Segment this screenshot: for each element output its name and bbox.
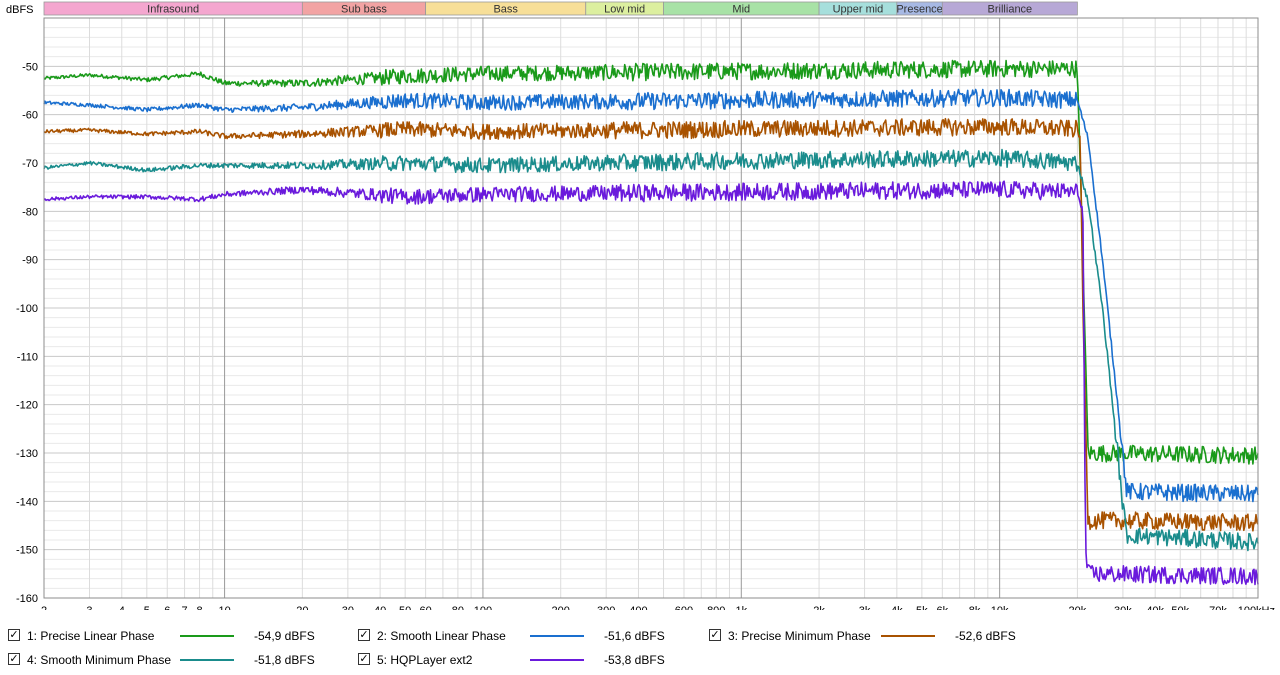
x-tick-label: 60 bbox=[419, 605, 431, 610]
y-tick-label: -70 bbox=[22, 158, 38, 170]
y-tick-label: -160 bbox=[16, 593, 38, 605]
x-tick-label: 3k bbox=[859, 605, 871, 610]
x-tick-label: 800 bbox=[707, 605, 725, 610]
x-tick-label: 300 bbox=[597, 605, 615, 610]
plot-frame bbox=[43, 17, 1259, 599]
band-label: Infrasound bbox=[147, 4, 199, 16]
x-tick-label: 40k bbox=[1146, 605, 1164, 610]
y-tick-label: -60 bbox=[22, 110, 38, 122]
series-line bbox=[43, 59, 1259, 465]
spectrum-chart: Infrasound Sub bass Bass Low mid Mid Upper mi… bbox=[6, 1, 1275, 610]
x-tick-label: 100kHz bbox=[1238, 605, 1275, 610]
x-tick-label: 3 bbox=[86, 605, 92, 610]
legend-swatch bbox=[881, 635, 935, 637]
x-tick-label: 50k bbox=[1171, 605, 1189, 610]
y-tick-label: -50 bbox=[22, 61, 38, 73]
x-tick-label: 2k bbox=[813, 605, 825, 610]
band-label: Bass bbox=[493, 4, 518, 16]
x-tick-label: 6k bbox=[937, 605, 949, 610]
legend-label: 5: HQPLayer ext2 bbox=[377, 653, 473, 667]
band-label: Brilliance bbox=[988, 4, 1033, 16]
series-lines bbox=[43, 59, 1259, 586]
y-tick-label: -140 bbox=[16, 496, 38, 508]
y-axis-label: dBFS bbox=[6, 4, 34, 16]
x-tick-label: 8 bbox=[196, 605, 202, 610]
legend-label: 3: Precise Minimum Phase bbox=[728, 629, 871, 643]
y-tick-label: -100 bbox=[16, 303, 38, 315]
x-tick-label: 4k bbox=[891, 605, 903, 610]
series-line bbox=[43, 180, 1259, 586]
x-tick-label: 400 bbox=[629, 605, 647, 610]
band-label: Presence bbox=[896, 4, 942, 16]
checkbox-checked-icon[interactable]: ✓ bbox=[8, 652, 20, 665]
x-tick-label: 8k bbox=[969, 605, 981, 610]
y-tick-label: -90 bbox=[22, 255, 38, 267]
x-tick-label: 10 bbox=[218, 605, 230, 610]
legend-swatch bbox=[180, 635, 234, 637]
x-tick-label: 20 bbox=[296, 605, 308, 610]
band-label: Low mid bbox=[604, 4, 645, 16]
x-tick-label: 20k bbox=[1069, 605, 1087, 610]
band-label: Sub bass bbox=[341, 4, 387, 16]
legend-swatch bbox=[180, 659, 234, 661]
y-tick-label: -80 bbox=[22, 206, 38, 218]
x-tick-label: 600 bbox=[675, 605, 693, 610]
legend-value: -51,6 dBFS bbox=[604, 629, 665, 643]
checkbox-checked-icon[interactable]: ✓ bbox=[358, 628, 370, 641]
x-tick-label: 40 bbox=[374, 605, 386, 610]
x-tick-label: 5k bbox=[916, 605, 928, 610]
legend-value: -53,8 dBFS bbox=[604, 653, 665, 667]
y-axis: -50 -60 -70 -80 -90 -100 -110 -120 -130 -140 -150 -… bbox=[16, 61, 38, 605]
x-tick-label: 6 bbox=[164, 605, 170, 610]
legend-label: 2: Smooth Linear Phase bbox=[377, 629, 506, 643]
frequency-band-bar: Infrasound Sub bass Bass Low mid Mid Upper mi… bbox=[43, 1, 1078, 16]
y-tick-label: -150 bbox=[16, 545, 38, 557]
legend-label: 1: Precise Linear Phase bbox=[27, 629, 155, 643]
band-segment bbox=[941, 1, 1078, 16]
x-tick-label: 70k bbox=[1209, 605, 1227, 610]
series-line bbox=[43, 88, 1259, 503]
band-label: Upper mid bbox=[833, 4, 884, 16]
x-tick-label: 30k bbox=[1114, 605, 1132, 610]
x-tick-label: 80 bbox=[452, 605, 464, 610]
series-line bbox=[43, 117, 1259, 532]
legend-value: -51,8 dBFS bbox=[254, 653, 315, 667]
x-tick-label: 4 bbox=[119, 605, 125, 610]
x-tick-label: 10k bbox=[991, 605, 1009, 610]
x-tick-label: 50 bbox=[399, 605, 411, 610]
x-tick-label: 30 bbox=[342, 605, 354, 610]
checkbox-checked-icon[interactable]: ✓ bbox=[358, 652, 370, 665]
series-line bbox=[43, 148, 1259, 552]
legend-label: 4: Smooth Minimum Phase bbox=[27, 653, 172, 667]
x-axis: 2 3 4 5 6 7 8 10 20 30 40 50 60 80 100 200 300 400 600 800 1… bbox=[41, 605, 1275, 610]
checkbox-checked-icon[interactable]: ✓ bbox=[709, 628, 721, 641]
x-tick-label: 5 bbox=[144, 605, 150, 610]
y-tick-label: -110 bbox=[17, 351, 38, 363]
x-tick-label: 2 bbox=[41, 605, 47, 610]
legend-value: -54,9 dBFS bbox=[254, 629, 315, 643]
x-tick-label: 1k bbox=[735, 605, 747, 610]
legend-swatch bbox=[530, 635, 584, 637]
x-tick-label: 100 bbox=[474, 605, 492, 610]
y-tick-label: -120 bbox=[16, 400, 38, 412]
checkbox-checked-icon[interactable]: ✓ bbox=[8, 628, 20, 641]
x-tick-label: 200 bbox=[552, 605, 570, 610]
y-tick-label: -130 bbox=[16, 448, 38, 460]
x-tick-label: 7 bbox=[181, 605, 187, 610]
band-label: Mid bbox=[732, 4, 750, 16]
legend-swatch bbox=[530, 659, 584, 661]
grid bbox=[43, 17, 1259, 599]
legend-value: -52,6 dBFS bbox=[955, 629, 1016, 643]
